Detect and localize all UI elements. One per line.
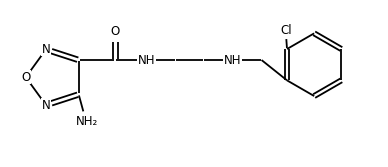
Text: O: O [21,71,30,84]
Text: NH: NH [223,54,241,66]
Text: N: N [42,99,50,112]
Text: NH₂: NH₂ [76,115,98,128]
Text: Cl: Cl [280,24,292,37]
Text: N: N [42,43,50,56]
Text: NH: NH [138,54,155,66]
Text: O: O [111,25,120,38]
